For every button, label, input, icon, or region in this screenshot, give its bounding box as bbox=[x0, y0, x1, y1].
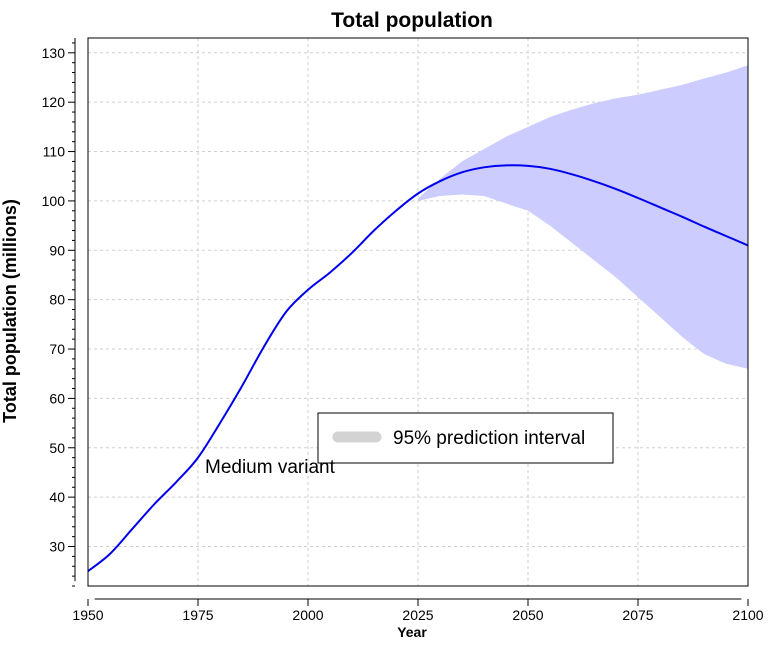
y-tick-label: 60 bbox=[49, 390, 65, 406]
plot-frame bbox=[87, 37, 749, 587]
x-tick-label: 1975 bbox=[182, 607, 213, 623]
prediction-interval-band bbox=[418, 65, 748, 369]
y-tick-label: 90 bbox=[49, 242, 65, 258]
chart-title: Total population bbox=[331, 9, 493, 32]
grid-lines bbox=[87, 38, 749, 586]
y-tick-label: 70 bbox=[49, 341, 65, 357]
y-axis-label: Total population (millions) bbox=[0, 199, 20, 423]
y-tick-label: 30 bbox=[49, 539, 65, 555]
x-tick-label: 2025 bbox=[402, 607, 433, 623]
y-tick-label: 110 bbox=[43, 144, 66, 160]
y-tick-label: 120 bbox=[42, 94, 66, 110]
x-axis: 1950 1975 2000 2025 2050 2075 2100 bbox=[72, 598, 764, 623]
y-tick-label: 40 bbox=[49, 489, 65, 505]
x-axis-label: Year bbox=[397, 624, 427, 640]
x-tick-label: 2100 bbox=[732, 607, 763, 623]
y-tick-label: 130 bbox=[42, 45, 66, 61]
medium-variant-line bbox=[87, 164, 749, 572]
medium-variant-annotation: Medium variant bbox=[205, 457, 336, 478]
y-tick-label: 80 bbox=[49, 292, 65, 308]
y-tick-label: 50 bbox=[49, 440, 65, 456]
legend-label: 95% prediction interval bbox=[393, 428, 585, 449]
y-axis: 30 40 50 60 70 80 90 100 110 120 130 bbox=[42, 38, 76, 587]
x-tick-label: 2000 bbox=[292, 607, 323, 623]
legend: 95% prediction interval bbox=[317, 412, 614, 464]
x-tick-label: 2050 bbox=[512, 607, 543, 623]
x-tick-label: 2075 bbox=[622, 607, 653, 623]
y-tick-label: 100 bbox=[42, 193, 66, 209]
x-tick-label: 1950 bbox=[72, 607, 103, 623]
